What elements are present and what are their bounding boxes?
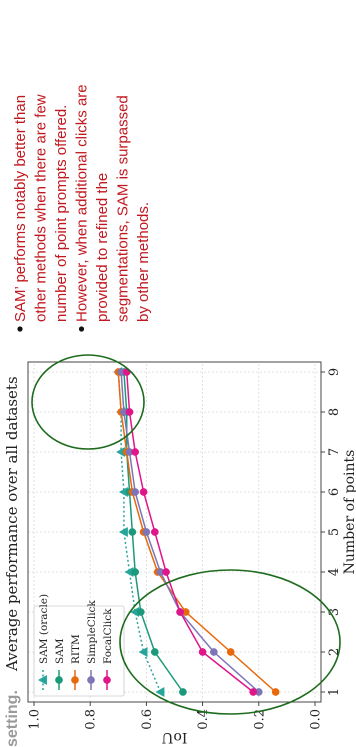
bullet-text-line: However, when additional clicks are [74, 84, 91, 322]
bullet-text-line: other methods when there are few [33, 94, 50, 322]
bullet-text-line: SAM’ performs notably better than [12, 95, 29, 322]
data-point [209, 648, 218, 656]
data-point [37, 674, 47, 686]
data-point [150, 528, 159, 536]
data-point [142, 528, 151, 536]
x-tick-label: 2 [327, 648, 342, 656]
y-tick-label: 0.2 [252, 709, 267, 730]
legend-label: RITM [70, 634, 82, 664]
data-point [162, 568, 170, 576]
chart-title: Average performance over all datasets [3, 376, 21, 672]
x-tick-label: 6 [327, 488, 342, 496]
data-point [103, 676, 111, 684]
bullet-text-line: by other methods. [135, 202, 152, 322]
bullet-text-line: number of point prompts offered. [53, 105, 70, 322]
legend-label: SimpleClick [86, 600, 98, 664]
legend-label: SAM (oracle) [38, 594, 50, 664]
data-point [179, 688, 187, 696]
line-chart: 1 2 3 4 5 6 7 8 9 0.0 0.2 0.4 0.6 0.8 1.0 Number of poi… [28, 354, 356, 745]
data-point [128, 528, 137, 536]
series-focalclick [122, 368, 258, 696]
x-tick-label: 5 [327, 528, 342, 536]
data-point [249, 688, 258, 696]
legend-box [33, 605, 125, 697]
x-tick-label: 9 [327, 368, 342, 376]
x-tick-label: 1 [327, 688, 342, 696]
data-point [155, 686, 165, 698]
y-axis-label: IoU [161, 729, 187, 745]
data-point [271, 688, 280, 696]
bullet-dot [17, 326, 23, 332]
data-point [131, 448, 140, 456]
data-point [198, 648, 207, 656]
x-tick-label: 4 [327, 568, 342, 576]
x-tick-label: 7 [327, 448, 342, 456]
data-point [131, 568, 140, 576]
bullet-text-line: segmentations, SAM is surpassed [115, 95, 132, 322]
legend-label: FocalClick [102, 608, 114, 664]
y-tick-label: 0.8 [84, 709, 99, 730]
x-tick-label: 8 [327, 408, 342, 416]
data-point [138, 646, 148, 658]
highlight-ellipse-few-points [119, 569, 341, 715]
highlight-ellipse-many-points [31, 354, 145, 450]
y-tick-label: 0.0 [309, 709, 324, 730]
data-point [87, 676, 95, 684]
data-point [136, 608, 145, 616]
data-point [71, 676, 79, 684]
y-tick-label: 0.6 [140, 709, 155, 730]
bullet-dot [78, 326, 85, 332]
data-point [125, 408, 134, 416]
cropped-slide-title: setting. [4, 690, 21, 747]
y-tick-label: 1.0 [28, 709, 43, 730]
bullet-item: However, when additional clicks are provi… [74, 84, 152, 332]
data-point [118, 526, 128, 538]
data-point [131, 488, 140, 496]
legend-label: SAM [54, 638, 66, 664]
x-tick-label: 3 [327, 608, 342, 616]
legend: SAM (oracle) SAM RITM SimpleClick FocalClick [33, 594, 125, 697]
series-line [117, 371, 162, 693]
bullet-item: SAM’ performs notably better than other m… [12, 94, 70, 332]
x-axis-label: Number of points [342, 450, 356, 575]
y-tick-label: 0.4 [196, 709, 211, 730]
bullet-text-line: provided to refined the [94, 173, 111, 322]
data-point [150, 648, 159, 656]
data-point [55, 676, 63, 684]
data-point [139, 488, 148, 496]
data-point [176, 608, 184, 616]
data-point [226, 648, 235, 656]
bullet-list: SAM’ performs notably better than other m… [12, 84, 152, 332]
